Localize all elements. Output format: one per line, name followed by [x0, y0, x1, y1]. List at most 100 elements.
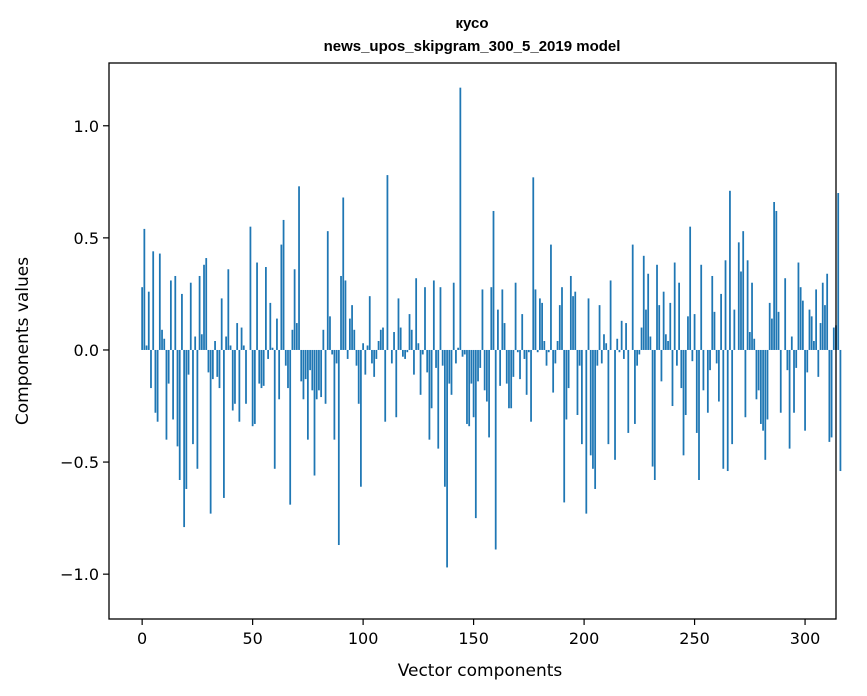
- bar: [497, 309, 499, 350]
- bar: [390, 349, 393, 364]
- x-tick-label: 300: [790, 629, 821, 648]
- bar: [607, 349, 610, 445]
- bar: [284, 349, 287, 366]
- bar: [801, 300, 804, 350]
- bar: [724, 260, 727, 350]
- bar: [443, 349, 446, 487]
- bar: [428, 349, 431, 440]
- y-tick-label: −1.0: [60, 565, 99, 584]
- bar: [342, 197, 345, 350]
- bar: [499, 349, 502, 386]
- bar: [508, 349, 510, 409]
- x-tick-label: 200: [569, 629, 600, 648]
- bar: [302, 349, 305, 400]
- bar: [676, 349, 678, 366]
- x-axis: 0 50 100 150 200 250 300: [137, 619, 820, 648]
- bar: [682, 349, 685, 456]
- bar: [494, 349, 497, 550]
- bar: [664, 334, 667, 350]
- bar: [371, 349, 373, 364]
- bar: [346, 349, 349, 359]
- bar: [455, 349, 457, 364]
- bar: [662, 291, 665, 350]
- bar: [799, 287, 802, 350]
- bar: [293, 269, 296, 350]
- bar: [658, 305, 661, 350]
- bar: [154, 349, 157, 413]
- x-tick-label: 0: [137, 629, 147, 648]
- bar: [419, 349, 422, 395]
- bar: [415, 278, 418, 350]
- bar: [463, 349, 466, 355]
- bar: [393, 332, 395, 350]
- bar: [326, 231, 329, 350]
- bar: [521, 314, 524, 350]
- bar: [622, 349, 625, 359]
- bar: [439, 287, 442, 350]
- bar: [227, 269, 230, 350]
- bar: [645, 309, 647, 350]
- bar: [673, 262, 676, 350]
- bar: [581, 349, 583, 445]
- bar: [768, 302, 771, 350]
- bar: [417, 343, 420, 350]
- bar: [192, 349, 194, 445]
- bar: [642, 255, 645, 350]
- bar: [759, 349, 762, 424]
- bar: [450, 349, 453, 395]
- bar: [306, 349, 309, 440]
- bar: [552, 349, 555, 393]
- bar: [313, 349, 316, 476]
- bar: [214, 341, 216, 350]
- bar: [397, 298, 400, 350]
- bar: [253, 349, 256, 424]
- bar: [731, 349, 734, 445]
- bar: [806, 349, 809, 373]
- bar: [404, 349, 406, 359]
- bar: [550, 244, 552, 350]
- bar: [636, 349, 639, 366]
- bar: [598, 305, 601, 350]
- bar: [603, 334, 605, 350]
- bar: [742, 231, 745, 350]
- bar: [808, 309, 811, 350]
- bar: [366, 345, 369, 350]
- bar: [172, 349, 174, 420]
- bar: [231, 349, 234, 411]
- bar: [249, 226, 252, 350]
- bar: [640, 327, 643, 350]
- bar: [667, 341, 669, 350]
- bar: [556, 341, 559, 350]
- plot-frame: [108, 62, 837, 620]
- bar: [530, 349, 532, 422]
- bar: [256, 262, 258, 350]
- bar: [220, 298, 223, 350]
- bar: [726, 349, 729, 472]
- bar: [609, 280, 612, 350]
- bar: [152, 251, 155, 350]
- bar: [225, 336, 227, 350]
- bar: [379, 329, 382, 350]
- bar: [821, 282, 824, 350]
- bar: [300, 349, 303, 382]
- bar: [565, 349, 568, 420]
- bar: [492, 210, 495, 350]
- bar: [786, 349, 789, 371]
- bar: [744, 349, 747, 418]
- bar: [539, 298, 541, 350]
- bar: [200, 334, 203, 350]
- bar: [545, 349, 548, 366]
- bar: [656, 264, 658, 350]
- bar: [276, 318, 278, 350]
- bar: [395, 349, 398, 418]
- bar: [194, 336, 197, 350]
- chart-subtitle: news_upos_skipgram_300_5_2019 model: [324, 38, 621, 55]
- bar: [435, 349, 437, 368]
- y-tick-label: 0.0: [74, 341, 99, 360]
- bar: [536, 349, 539, 353]
- bar: [755, 349, 758, 400]
- bar: [205, 258, 208, 350]
- bar: [441, 349, 444, 366]
- bar: [426, 349, 429, 373]
- bar: [161, 329, 163, 350]
